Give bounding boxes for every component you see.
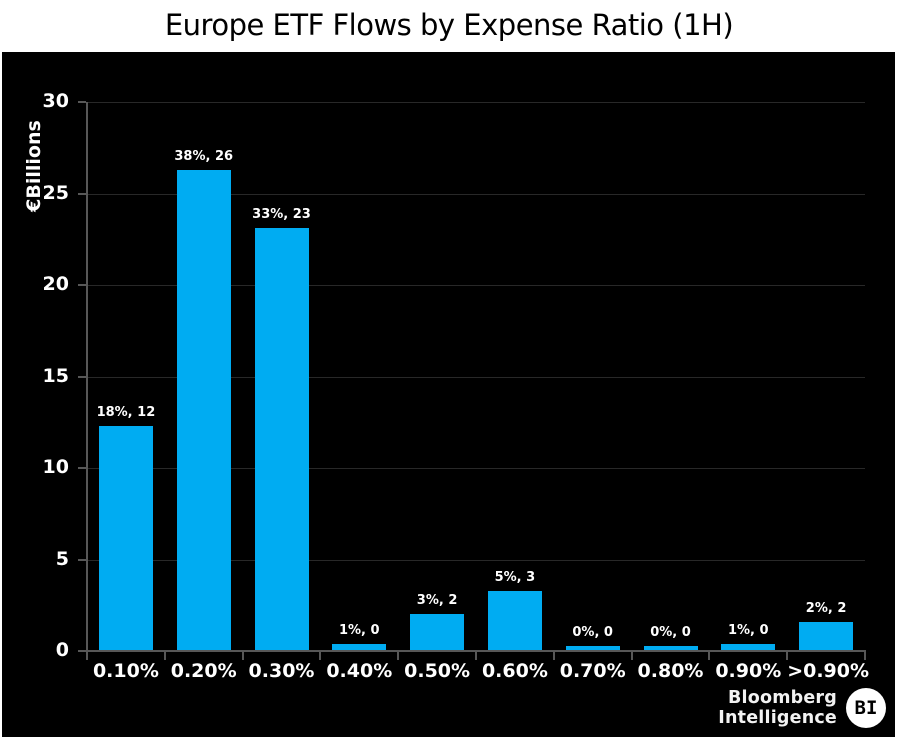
bar-value-label: 1%, 0 bbox=[338, 622, 380, 638]
gridline bbox=[87, 376, 865, 378]
bar-value-label: 38%, 26 bbox=[174, 148, 234, 164]
x-tick-label: 0.60% bbox=[481, 660, 548, 682]
x-tick-label: >0.90% bbox=[787, 660, 870, 682]
y-tick-label: 20 bbox=[42, 273, 69, 295]
x-tick-label: 0.40% bbox=[326, 660, 393, 682]
y-axis-tick bbox=[78, 558, 86, 561]
gridline bbox=[87, 193, 865, 195]
y-tick-label: 30 bbox=[42, 90, 69, 112]
bar-value-label: 0%, 0 bbox=[650, 625, 691, 641]
bar bbox=[643, 646, 698, 651]
x-axis-tick bbox=[475, 652, 477, 660]
x-axis-tick bbox=[397, 652, 400, 660]
bar-value-label: 5%, 3 bbox=[494, 569, 536, 585]
bar bbox=[565, 645, 620, 651]
bloomberg-intelligence-label: Bloomberg Intelligence bbox=[718, 688, 837, 728]
x-axis-line bbox=[86, 650, 866, 652]
bar bbox=[799, 621, 854, 651]
bar-value-label: 0%, 0 bbox=[572, 624, 613, 640]
x-axis-tick bbox=[630, 652, 633, 660]
y-axis-tick bbox=[78, 467, 86, 469]
bar bbox=[410, 614, 465, 651]
y-axis-tick bbox=[78, 101, 86, 103]
x-axis-tick bbox=[163, 652, 166, 660]
bloomberg-intelligence-logo: Bloomberg Intelligence BI bbox=[718, 688, 886, 728]
y-axis-tick bbox=[78, 650, 86, 652]
bar bbox=[721, 643, 776, 651]
x-tick-label: 0.20% bbox=[170, 660, 237, 682]
y-tick-label: 25 bbox=[42, 181, 69, 204]
chart-panel: €Billions 0 5 10 15 20 25 30 18%, 12 0.10% 38%, 2… bbox=[2, 52, 895, 737]
x-axis-tick bbox=[319, 652, 322, 660]
x-tick-label: 0.10% bbox=[92, 660, 159, 682]
y-axis-tick bbox=[78, 284, 86, 286]
y-axis-tick bbox=[78, 192, 86, 195]
y-tick-label: 5 bbox=[55, 547, 69, 570]
x-axis-tick bbox=[241, 652, 244, 660]
y-axis-line bbox=[86, 102, 88, 651]
y-axis-tick bbox=[78, 375, 86, 378]
bar-value-label: 18%, 12 bbox=[96, 404, 156, 420]
gridline bbox=[87, 468, 865, 469]
plot-area: 0 5 10 15 20 25 30 18%, 12 0.10% 38%, 26 0.20% 33%,… bbox=[43, 92, 869, 681]
branding-line1: Bloomberg bbox=[728, 687, 837, 708]
gridline bbox=[87, 559, 865, 561]
branding-line2: Intelligence bbox=[718, 707, 837, 728]
chart-title: Europe ETF Flows by Expense Ratio (1H) bbox=[164, 8, 734, 42]
x-axis-tick bbox=[708, 652, 711, 660]
bar-value-label: 1%, 0 bbox=[727, 622, 769, 638]
bar bbox=[254, 228, 309, 651]
bar-value-label: 33%, 23 bbox=[252, 207, 311, 223]
bar bbox=[332, 643, 387, 651]
y-tick-label: 15 bbox=[42, 364, 69, 387]
gridline bbox=[87, 102, 865, 103]
x-tick-label: 0.50% bbox=[404, 660, 471, 682]
bar-value-label: 2%, 2 bbox=[805, 600, 847, 616]
x-tick-label: 0.90% bbox=[715, 660, 782, 682]
bar bbox=[98, 425, 153, 651]
x-axis-tick bbox=[552, 652, 555, 660]
y-tick-label: 10 bbox=[42, 456, 69, 478]
gridline bbox=[87, 285, 865, 286]
x-axis-tick bbox=[786, 652, 789, 660]
x-tick-label: 0.80% bbox=[637, 660, 704, 682]
bar bbox=[176, 169, 231, 651]
x-axis-tick bbox=[86, 652, 88, 660]
x-axis-tick bbox=[864, 652, 866, 660]
bar-value-label: 3%, 2 bbox=[416, 593, 458, 609]
y-tick-label: 0 bbox=[55, 639, 69, 661]
x-tick-label: 0.70% bbox=[559, 660, 626, 682]
bar bbox=[487, 590, 542, 651]
x-tick-label: 0.30% bbox=[248, 660, 315, 682]
bi-badge-icon: BI bbox=[846, 687, 886, 728]
